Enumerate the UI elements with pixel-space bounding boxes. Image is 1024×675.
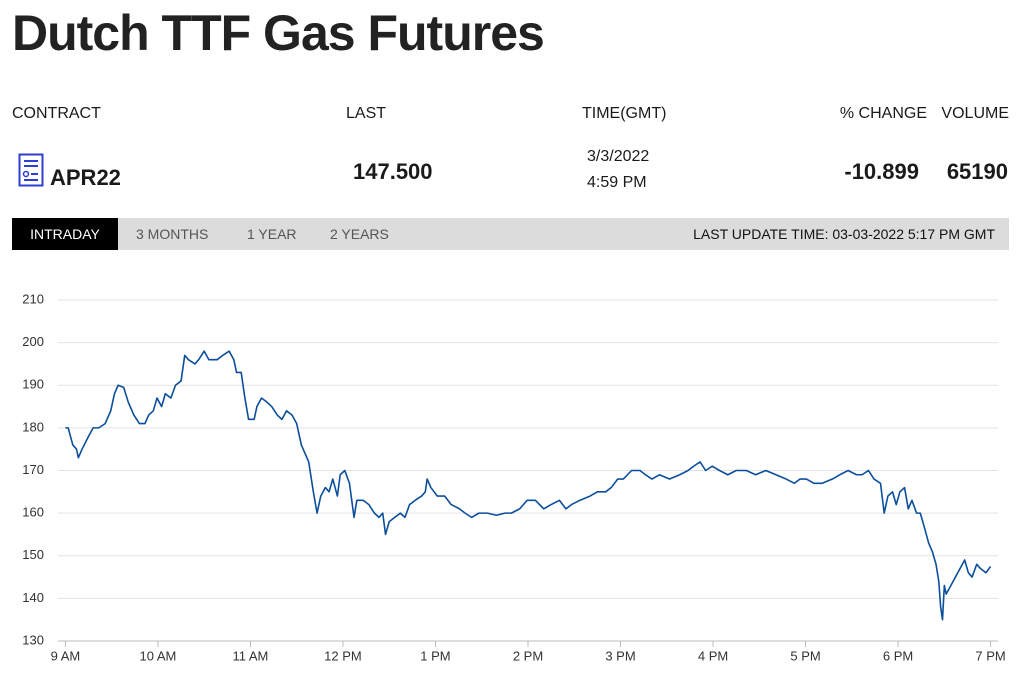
y-tick-label: 210 xyxy=(22,291,44,306)
x-tick-label: 12 PM xyxy=(324,648,362,663)
page-title: Dutch TTF Gas Futures xyxy=(12,5,545,61)
column-header: CONTRACT xyxy=(12,105,101,122)
x-tick-label: 2 PM xyxy=(513,648,543,663)
column-header: VOLUME xyxy=(941,105,1009,122)
last-update: LAST UPDATE TIME: 03-03-2022 5:17 PM GMT xyxy=(693,226,995,242)
y-tick-label: 130 xyxy=(22,632,44,647)
x-tick-label: 4 PM xyxy=(698,648,728,663)
column-header: LAST xyxy=(346,105,387,122)
y-tick-label: 160 xyxy=(22,505,44,520)
percent-change: -10.899 xyxy=(844,159,919,184)
tab-active[interactable]: INTRADAY xyxy=(12,218,118,250)
y-tick-label: 150 xyxy=(22,547,44,562)
contract: APR22 xyxy=(50,165,121,190)
trade-date: 3/3/2022 xyxy=(587,148,650,165)
x-tick-label: 9 AM xyxy=(51,648,81,663)
x-tick-label: 10 AM xyxy=(139,648,176,663)
price-line xyxy=(65,350,992,621)
x-tick-label: 7 PM xyxy=(975,648,1005,663)
last-price: 147.500 xyxy=(353,159,433,184)
y-tick-label: 190 xyxy=(22,377,44,392)
x-tick-label: 11 AM xyxy=(232,648,268,663)
y-tick-label: 170 xyxy=(22,462,44,477)
x-tick-label: 1 PM xyxy=(420,648,450,663)
y-tick-label: 180 xyxy=(22,419,44,434)
tab[interactable]: 2 YEARS xyxy=(330,226,389,242)
y-tick-label: 140 xyxy=(22,590,44,605)
tab[interactable]: 1 YEAR xyxy=(247,226,297,242)
tab-bar xyxy=(12,218,1009,250)
trade-time: 4:59 PM xyxy=(587,174,647,191)
y-tick-label: 200 xyxy=(22,334,44,349)
x-tick-label: 6 PM xyxy=(883,648,913,663)
contract-icon xyxy=(18,153,44,187)
tab[interactable]: 3 MONTHS xyxy=(136,226,209,242)
x-tick-label: 3 PM xyxy=(605,648,635,663)
column-header: TIME(GMT) xyxy=(582,105,667,122)
column-header: % CHANGE xyxy=(839,105,927,122)
chart: 130 140 150 160 170 180 190 200 210 9 AM 10 AM 11 A… xyxy=(22,291,1005,663)
x-tick-label: 5 PM xyxy=(790,648,820,663)
volume: 65190 xyxy=(946,159,1008,184)
